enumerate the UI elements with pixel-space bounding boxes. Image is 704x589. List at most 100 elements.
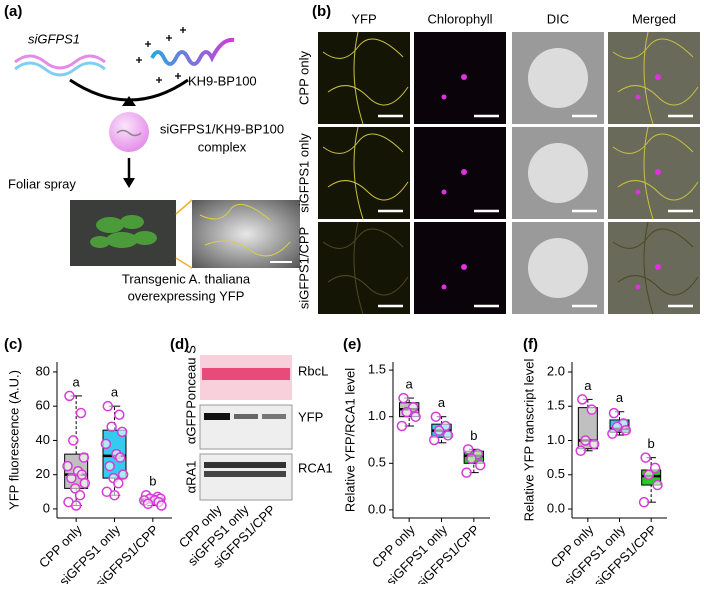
data-point [430,411,442,422]
data-point [575,445,586,457]
data-point [577,394,588,405]
data-point [76,469,88,480]
y-tick-label: 60 [36,398,50,413]
data-point [100,438,112,450]
chloroplast [655,264,661,270]
y-tick-label: 80 [36,363,50,378]
cell-outline [322,31,409,125]
data-point [586,404,598,415]
micrograph [414,127,506,219]
arrow-head [123,178,135,188]
band [204,413,230,420]
chloroplast [655,74,661,80]
chloroplast [441,284,447,290]
complex-strand [116,129,142,137]
data-point [69,483,81,494]
y-tick-label: 1.5 [368,362,386,377]
data-point [462,444,474,455]
data-point [113,477,124,489]
y-tick-label: 40 [36,432,50,447]
data-point [156,500,167,511]
chloroplast [441,94,447,100]
caption: Transgenic A. thaliana [122,271,251,286]
data-point [115,452,126,463]
micrograph [608,32,700,124]
micrograph [318,222,410,314]
data-point [74,489,86,501]
significance-letter: a [584,378,592,393]
blot-label: αGFP [183,410,198,444]
data-point [75,407,87,419]
sirna-label: siGFPS1 [28,31,80,46]
data-point [620,424,632,436]
cell-outline [612,31,699,125]
chloroplast [635,94,641,100]
zoom-image [192,200,300,268]
data-point [104,460,115,472]
data-point [466,453,477,464]
complex-label: complex [198,139,247,154]
caption: overexpressing YFP [128,288,245,303]
band [204,471,286,477]
arrow-head [122,96,136,106]
chloroplast [461,264,467,270]
significance-letter: a [406,377,414,392]
zoom-lines [175,199,193,269]
y-tick-label: 1.5 [547,398,565,413]
y-tick-label: 0.5 [547,466,565,481]
micrograph [608,222,700,314]
sirna-strand [14,61,106,77]
data-point [580,435,591,446]
band [234,414,258,419]
plant [90,215,157,248]
peptide-label: KH9-BP100 [188,73,257,88]
y-tick-label: 20 [36,466,50,481]
panel-label: (c) [4,336,22,353]
column-header: Chlorophyll [427,11,492,26]
micrograph [414,32,506,124]
significance-letter: b [470,428,477,443]
chloroplast [461,169,467,175]
data-point [79,477,91,489]
data-point [66,472,77,484]
y-tick-label: 0.5 [368,455,386,470]
data-point [608,407,620,419]
complex-label: siGFPS1/KH9-BP100 [160,121,284,136]
band [262,414,286,419]
data-point [78,452,90,463]
data-point [652,479,663,491]
data-point [396,420,408,432]
row-label: CPP only [296,51,311,105]
data-point [114,409,125,420]
data-point [117,469,129,480]
cell [528,143,588,203]
blot-label: αRA1 [183,461,198,494]
cell [528,48,588,108]
data-point [64,390,75,402]
cell-outline [612,221,699,315]
cell-outline [199,203,291,257]
y-axis-label: YFP fluorescence (A.U.) [6,370,21,510]
chloroplast [441,189,447,195]
panel-label: (d) [170,336,189,353]
data-point [475,459,486,471]
data-point [142,498,154,510]
data-point [398,392,409,404]
row-label: siGFPS1/CPP [296,227,311,309]
y-tick-label: 1.0 [368,408,386,423]
micrographs [318,31,700,315]
micrograph [318,127,410,219]
y-tick-label: 1.0 [547,432,565,447]
band-label: RCA1 [298,460,333,475]
chloroplast [635,284,641,290]
micrograph [608,127,700,219]
data-point [461,467,472,478]
y-axis-label: Relative YFP/RCA1 level [342,368,357,512]
significance-letter: b [648,436,655,451]
significance-letter: b [149,474,156,489]
blot-label: Ponceau S [183,345,198,409]
data-point [410,411,421,422]
column-header: YFP [351,11,376,26]
significance-letter: a [73,374,81,389]
cell-outline [322,221,409,315]
